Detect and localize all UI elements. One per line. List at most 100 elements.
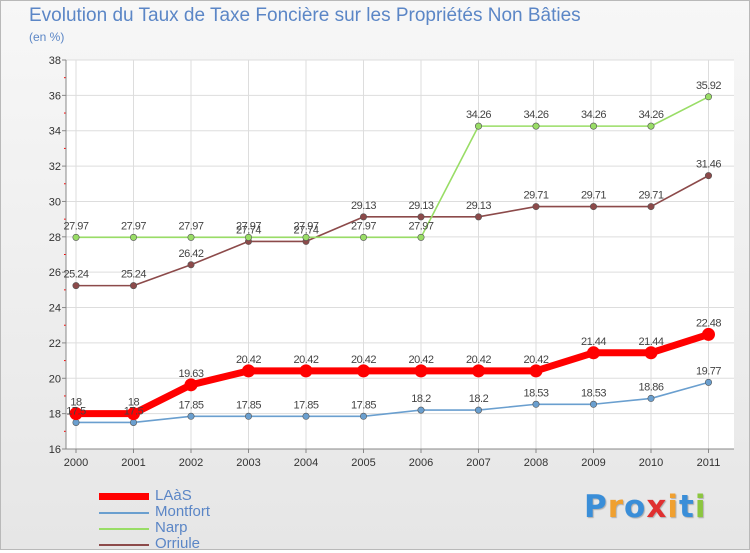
data-point	[359, 213, 367, 221]
data-label: 19.77	[696, 365, 721, 377]
legend-label: Orriule	[155, 535, 201, 552]
logo-letter: t	[678, 489, 695, 525]
data-label: 29.71	[523, 190, 548, 202]
data-label: 20.42	[293, 354, 318, 366]
data-label: 22.48	[696, 317, 721, 329]
data-point	[359, 233, 367, 241]
data-point	[72, 233, 80, 241]
chart-unit-label: (en %)	[29, 30, 65, 44]
data-label: 25.24	[63, 269, 88, 281]
data-point	[529, 364, 543, 378]
data-point	[187, 261, 195, 269]
data-label: 20.42	[236, 354, 261, 366]
logo-letter: i	[667, 489, 679, 525]
data-point	[532, 400, 540, 408]
y-tick-label: 32	[49, 161, 61, 173]
data-point	[589, 203, 597, 211]
data-label: 34.26	[523, 109, 548, 121]
data-point	[299, 364, 313, 378]
y-tick-label: 36	[49, 90, 61, 102]
data-label: 21.44	[581, 336, 606, 348]
data-label: 27.97	[178, 220, 203, 232]
chart-title: Evolution du Taux de Taxe Foncière sur l…	[29, 5, 581, 26]
data-label: 27.74	[293, 224, 318, 236]
data-label: 20.42	[466, 354, 491, 366]
data-label: 29.13	[408, 200, 433, 212]
legend-label: Montfort	[155, 503, 211, 520]
data-point	[130, 418, 138, 426]
x-tick-label: 2004	[294, 457, 318, 469]
data-label: 17.85	[236, 399, 261, 411]
y-tick-label: 24	[49, 303, 61, 315]
data-label: 35.92	[696, 80, 721, 92]
data-label: 27.97	[121, 220, 146, 232]
plot-area	[66, 60, 734, 449]
y-tick-label: 16	[49, 444, 61, 456]
x-tick-label: 2008	[524, 457, 548, 469]
data-point	[187, 412, 195, 420]
data-point	[704, 172, 712, 180]
series-line-Orriule	[76, 174, 709, 287]
data-label: 18.53	[581, 387, 606, 399]
data-point	[245, 233, 253, 241]
data-point	[644, 346, 658, 360]
x-tick-label: 2010	[639, 457, 663, 469]
data-point	[245, 412, 253, 420]
data-point	[474, 406, 482, 414]
data-label: 34.26	[581, 109, 606, 121]
data-label: 27.97	[63, 220, 88, 232]
data-label: 20.42	[351, 354, 376, 366]
y-tick-label: 38	[49, 55, 61, 67]
series-line-LAàS	[76, 331, 710, 418]
data-label: 29.71	[638, 190, 663, 202]
data-label: 18.2	[411, 393, 431, 405]
data-label: 18.2	[469, 393, 489, 405]
x-tick-label: 2003	[236, 457, 260, 469]
data-point	[647, 122, 655, 130]
data-label: 29.71	[581, 190, 606, 202]
logo-letter: r	[607, 489, 625, 525]
data-label: 25.24	[121, 269, 146, 281]
data-point	[357, 364, 370, 378]
x-tick-label: 2005	[351, 457, 375, 469]
data-label: 27.74	[236, 224, 261, 236]
x-tick-label: 2002	[179, 457, 203, 469]
data-label: 29.13	[351, 200, 376, 212]
legend-label: LAàS	[155, 487, 192, 504]
data-point	[472, 364, 485, 378]
data-label: 17.85	[351, 399, 376, 411]
data-label: 27.97	[236, 220, 261, 232]
data-point	[532, 122, 540, 130]
data-point	[647, 394, 655, 402]
data-label: 27.97	[293, 220, 318, 232]
series-line-Montfort	[76, 381, 709, 424]
data-point	[704, 378, 712, 386]
data-label: 34.26	[466, 109, 491, 121]
x-tick-label: 2009	[581, 457, 605, 469]
data-point	[69, 407, 83, 421]
y-tick-label: 34	[49, 126, 61, 138]
data-point	[414, 364, 428, 378]
data-point	[702, 327, 715, 341]
data-point	[242, 364, 255, 378]
data-label: 17.85	[178, 399, 203, 411]
x-tick-label: 2001	[121, 457, 145, 469]
data-point	[589, 122, 597, 130]
data-label: 20.42	[408, 354, 433, 366]
proxiti-logo: Proxiti	[584, 489, 706, 525]
legend-label: Narp	[155, 519, 188, 536]
data-label: 18	[70, 397, 82, 409]
y-tick-label: 20	[49, 373, 61, 385]
y-tick-label: 28	[49, 232, 61, 244]
logo-letter: x	[646, 489, 668, 525]
data-point	[417, 213, 425, 221]
data-label: 17.5	[124, 405, 144, 417]
data-label: 18.53	[523, 387, 548, 399]
data-point	[359, 412, 367, 420]
data-point	[72, 282, 80, 290]
data-label: 18	[128, 397, 140, 409]
y-tick-label: 30	[49, 196, 61, 208]
logo-letter: o	[624, 489, 647, 525]
x-tick-label: 2011	[697, 457, 721, 469]
